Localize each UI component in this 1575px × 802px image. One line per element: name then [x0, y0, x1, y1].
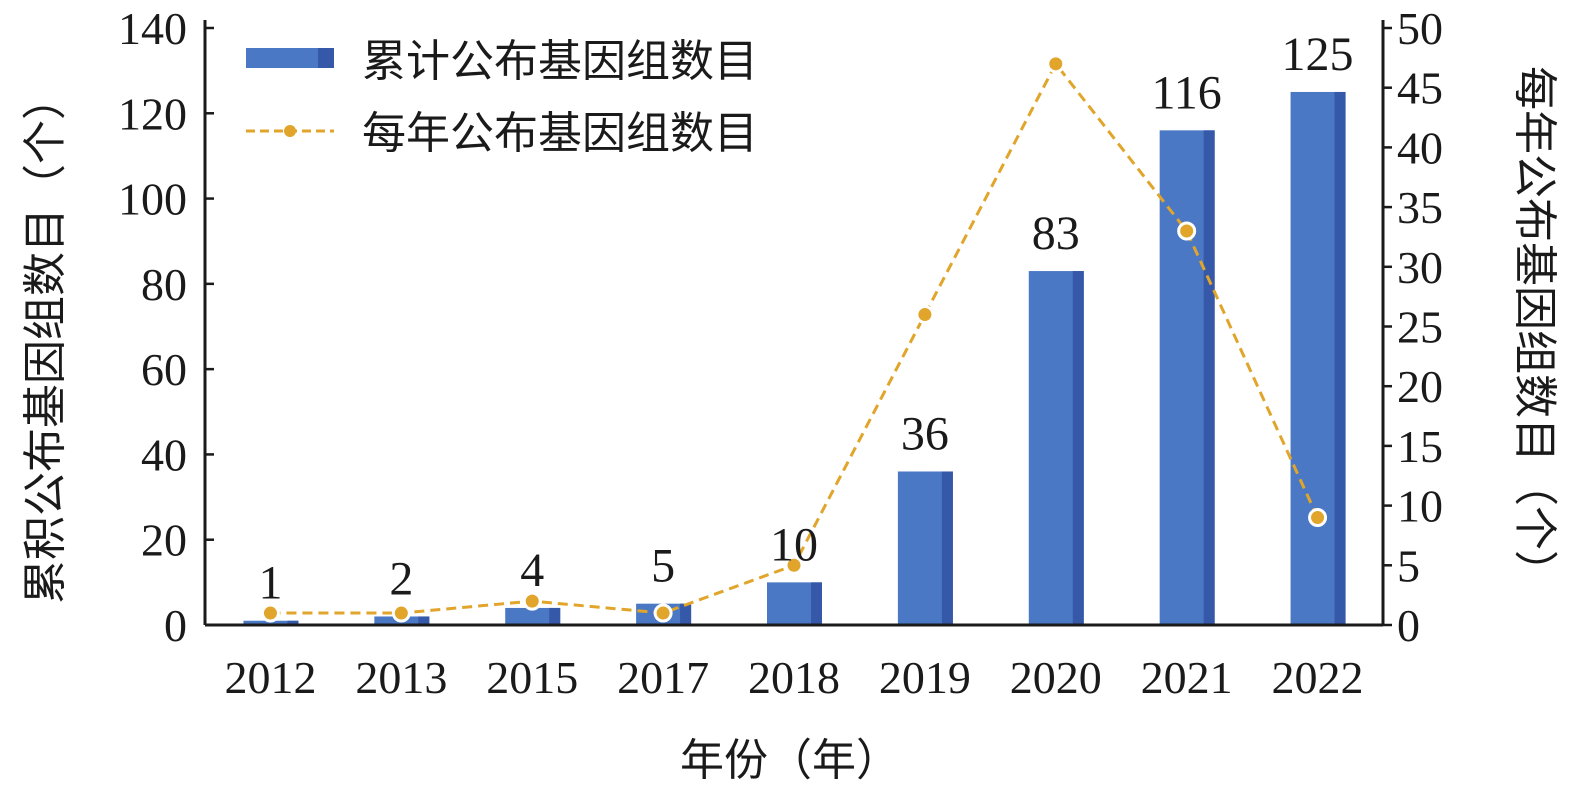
y2-tick-label: 15	[1397, 421, 1443, 472]
legend-bar-swatch-side	[318, 48, 334, 68]
x-tick-label: 2021	[1141, 652, 1233, 703]
line-point-2020	[1046, 54, 1066, 74]
labels-layer: 1 2 4 5 10 36 83 116 125	[258, 28, 1353, 610]
x-tick-label: 2018	[748, 652, 840, 703]
bar-side-2013	[418, 616, 430, 625]
bar-2015	[505, 607, 561, 625]
line-point-2019	[915, 305, 935, 325]
x-tick-label: 2017	[617, 652, 709, 703]
y2-tick-label: 25	[1397, 302, 1443, 353]
bar-data-label-2013: 2	[389, 552, 413, 605]
bar-side-2019	[941, 471, 953, 625]
x-tick-label: 2022	[1272, 652, 1364, 703]
bar-side-2012	[287, 620, 299, 625]
legend-line-label: 每年公布基因组数目	[362, 108, 758, 159]
y2-tick-label: 20	[1397, 361, 1443, 412]
bar-data-label-2012: 1	[258, 557, 282, 610]
line-point-2021	[1177, 221, 1197, 241]
bar-data-label-2015: 4	[520, 544, 544, 597]
x-tick-label: 2013	[355, 652, 447, 703]
y-tick-label: 120	[118, 88, 187, 139]
bars-layer	[243, 91, 1346, 626]
x-axis-label: 年份（年）	[680, 735, 900, 786]
y2-tick-label: 5	[1397, 540, 1420, 591]
legend-line-marker	[284, 125, 296, 137]
bar-data-label-2019: 36	[901, 407, 949, 460]
line-point-2017	[653, 603, 673, 623]
bar-data-label-2021: 116	[1152, 66, 1222, 119]
y2-tick-label: 35	[1397, 182, 1443, 233]
y-tick-label: 40	[141, 429, 187, 480]
bar-data-label-2022: 125	[1282, 28, 1354, 81]
axes-layer: 0204060801001201400510152025303540455020…	[118, 3, 1443, 703]
bar-data-label-2018: 10	[770, 518, 818, 571]
x-tick-label: 2020	[1010, 652, 1102, 703]
bar-side-2021	[1203, 130, 1215, 626]
y2-axis-label: 每年公布基因组数目（个）	[1509, 66, 1560, 594]
y-tick-label: 80	[141, 259, 187, 310]
y-tick-label: 140	[118, 3, 187, 54]
legend-bar-swatch	[246, 48, 334, 68]
y-tick-label: 20	[141, 515, 187, 566]
legend-bar-label: 累计公布基因组数目	[362, 36, 758, 87]
y-axis-label: 累积公布基因组数目（个）	[20, 76, 71, 604]
y-tick-label: 0	[164, 600, 187, 651]
y2-tick-label: 50	[1397, 3, 1443, 54]
line-layer	[260, 54, 1328, 623]
line-point-2012	[260, 603, 280, 623]
legend: 累计公布基因组数目 每年公布基因组数目	[246, 36, 758, 159]
x-tick-label: 2012	[224, 652, 316, 703]
y2-tick-label: 45	[1397, 63, 1443, 114]
line-point-2015	[522, 591, 542, 611]
y2-tick-label: 10	[1397, 481, 1443, 532]
y-tick-label: 60	[141, 344, 187, 395]
y-tick-label: 100	[118, 174, 187, 225]
y2-tick-label: 0	[1397, 600, 1420, 651]
bar-2012	[243, 620, 299, 625]
y2-tick-label: 40	[1397, 122, 1443, 173]
bar-data-label-2020: 83	[1032, 207, 1080, 260]
y2-tick-label: 30	[1397, 242, 1443, 293]
bar-side-2020	[1072, 271, 1084, 625]
bar-side-2022	[1334, 91, 1346, 625]
bar-side-2015	[549, 607, 561, 625]
x-tick-label: 2015	[486, 652, 578, 703]
line-point-2013	[391, 603, 411, 623]
bar-side-2018	[811, 582, 822, 625]
line-point-2022	[1308, 508, 1328, 528]
bar-side-2017	[680, 603, 692, 625]
bar-data-label-2017: 5	[651, 540, 675, 593]
x-tick-label: 2019	[879, 652, 971, 703]
line-point-2018	[784, 555, 804, 575]
